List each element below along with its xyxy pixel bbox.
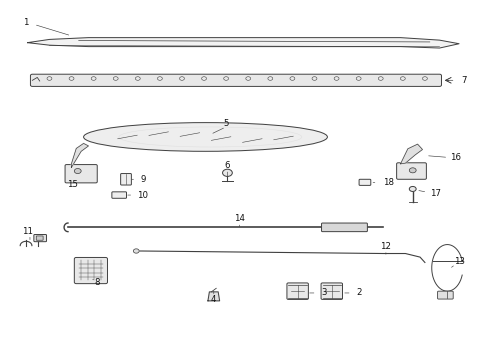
Circle shape	[408, 168, 415, 173]
Circle shape	[408, 186, 415, 192]
FancyBboxPatch shape	[321, 223, 366, 231]
FancyBboxPatch shape	[286, 283, 308, 300]
FancyBboxPatch shape	[112, 192, 126, 198]
Text: 7: 7	[460, 76, 466, 85]
Text: 4: 4	[211, 295, 216, 304]
Text: 5: 5	[223, 119, 228, 128]
FancyBboxPatch shape	[65, 165, 97, 183]
Text: 1: 1	[23, 18, 29, 27]
Polygon shape	[27, 38, 458, 48]
Text: 10: 10	[136, 190, 147, 199]
Text: 14: 14	[234, 214, 244, 223]
FancyBboxPatch shape	[74, 257, 107, 284]
Text: 18: 18	[382, 178, 393, 187]
FancyBboxPatch shape	[321, 283, 342, 300]
Text: 12: 12	[380, 242, 390, 251]
Polygon shape	[207, 292, 219, 301]
Text: 17: 17	[429, 189, 440, 198]
FancyBboxPatch shape	[396, 163, 426, 179]
FancyBboxPatch shape	[358, 179, 370, 185]
Circle shape	[133, 249, 139, 253]
Text: 13: 13	[453, 257, 464, 266]
Polygon shape	[400, 144, 422, 164]
Text: 3: 3	[321, 288, 326, 297]
Text: 6: 6	[224, 161, 230, 170]
FancyBboxPatch shape	[30, 74, 441, 86]
Text: 15: 15	[67, 180, 78, 189]
Circle shape	[222, 169, 232, 176]
Text: 9: 9	[141, 175, 146, 184]
Text: 11: 11	[22, 227, 33, 236]
FancyBboxPatch shape	[36, 236, 43, 240]
Text: 16: 16	[449, 153, 460, 162]
Polygon shape	[71, 143, 88, 167]
FancyBboxPatch shape	[34, 234, 46, 242]
Ellipse shape	[83, 123, 327, 151]
FancyBboxPatch shape	[121, 174, 131, 185]
FancyBboxPatch shape	[437, 291, 452, 299]
Text: 8: 8	[94, 278, 100, 287]
Circle shape	[74, 168, 81, 174]
Text: 2: 2	[356, 288, 361, 297]
